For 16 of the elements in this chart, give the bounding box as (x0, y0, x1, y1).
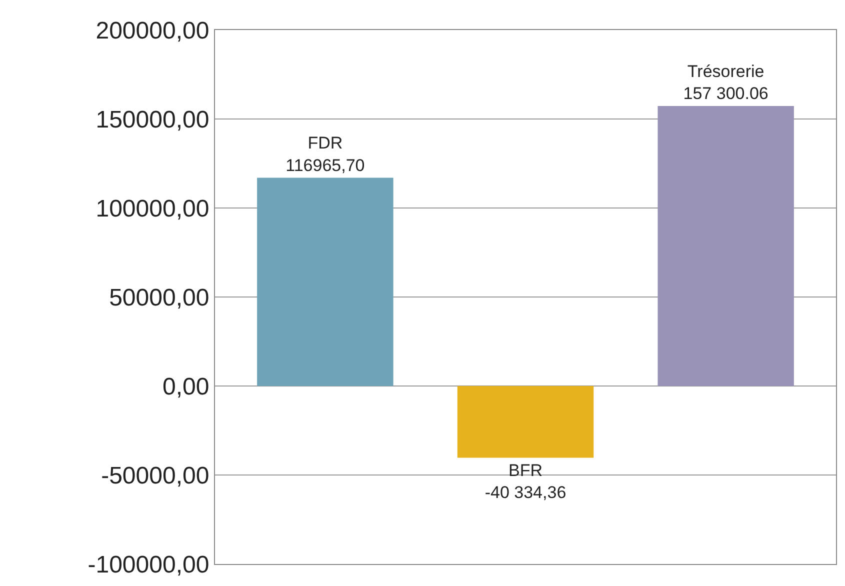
x-tick-label: FDR (308, 134, 343, 153)
bar (257, 178, 394, 386)
y-tick-label: -100000,00 (88, 551, 210, 578)
data-label: 116965,70 (286, 156, 365, 175)
data-label: -40 334,36 (484, 482, 566, 502)
y-tick-label: 200000,00 (96, 17, 210, 44)
x-tick-label: Trésorerie (687, 62, 764, 81)
data-label: 157 300.06 (683, 84, 768, 104)
y-tick-label: 0,00 (162, 373, 210, 400)
y-tick-label: 50000,00 (109, 284, 210, 312)
y-tick-label: 100000,00 (96, 195, 210, 222)
y-tick-label: 150000,00 (96, 106, 210, 134)
y-tick-label: -50000,00 (101, 462, 210, 490)
bar (457, 386, 594, 458)
bar (658, 106, 794, 386)
x-tick-label: BFR (508, 460, 542, 480)
